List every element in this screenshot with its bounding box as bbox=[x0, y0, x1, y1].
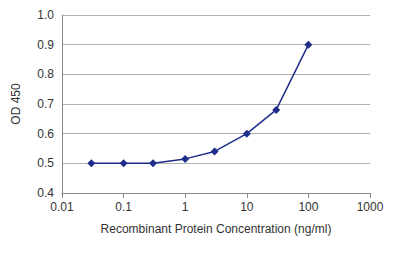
svg-text:1: 1 bbox=[182, 200, 189, 214]
svg-text:0.8: 0.8 bbox=[37, 67, 54, 81]
svg-text:0.01: 0.01 bbox=[50, 200, 74, 214]
svg-text:Recombinant Protein Concentrat: Recombinant Protein Concentration (ng/ml… bbox=[101, 222, 332, 236]
svg-text:1000: 1000 bbox=[357, 200, 384, 214]
svg-text:0.1: 0.1 bbox=[115, 200, 132, 214]
svg-text:0.7: 0.7 bbox=[37, 97, 54, 111]
svg-text:0.6: 0.6 bbox=[37, 127, 54, 141]
svg-text:0.9: 0.9 bbox=[37, 38, 54, 52]
svg-text:100: 100 bbox=[298, 200, 318, 214]
svg-text:1.0: 1.0 bbox=[37, 8, 54, 22]
svg-text:0.5: 0.5 bbox=[37, 156, 54, 170]
svg-text:OD 450: OD 450 bbox=[9, 83, 23, 125]
svg-text:0.4: 0.4 bbox=[37, 186, 54, 200]
svg-text:10: 10 bbox=[240, 200, 254, 214]
